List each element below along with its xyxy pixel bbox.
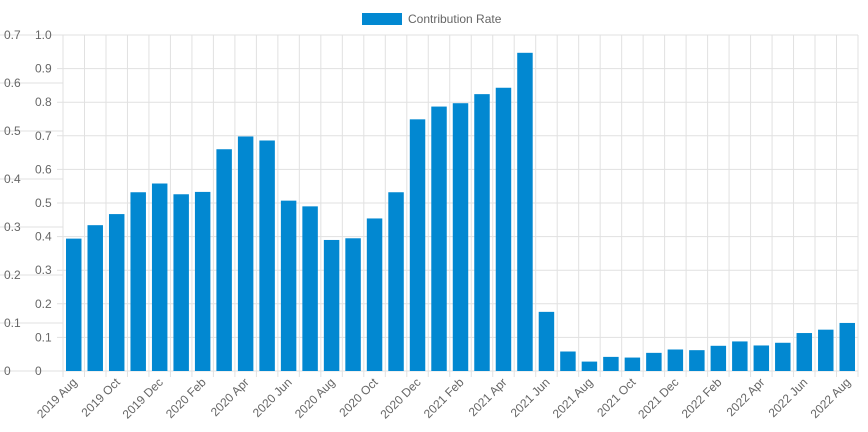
y-left-tick-label: 0.4 [4, 172, 21, 186]
x-tick-label: 2021 Feb [421, 375, 467, 421]
x-tick-label: 2021 Aug [550, 375, 596, 421]
bar[interactable] [624, 357, 641, 371]
y-right-tick-label: 0.3 [35, 263, 52, 277]
bar[interactable] [538, 311, 555, 371]
x-tick-label: 2022 Jun [766, 375, 811, 420]
bar[interactable] [87, 225, 103, 371]
legend-swatch [362, 13, 402, 25]
bar[interactable] [130, 192, 146, 371]
bar[interactable] [323, 239, 340, 371]
y-left-tick-label: 0.3 [4, 220, 21, 234]
x-tick-label: 2020 Aug [292, 375, 338, 421]
bar[interactable] [194, 191, 211, 371]
bar[interactable] [775, 342, 791, 371]
bar[interactable] [388, 192, 404, 371]
x-tick-label: 2020 Dec [377, 375, 423, 421]
bar[interactable] [302, 206, 318, 371]
bar[interactable] [667, 349, 684, 371]
x-tick-label: 2021 Dec [635, 375, 681, 421]
y-axis-right: 0 0.1 0.2 0.3 0.4 0.5 0.6 0.7 0.8 0.9 1.0 [35, 28, 52, 378]
bar[interactable] [216, 149, 232, 371]
bar[interactable] [603, 356, 619, 371]
bar[interactable] [173, 194, 189, 371]
bar[interactable] [732, 341, 748, 371]
bar[interactable] [710, 345, 727, 371]
bar[interactable] [646, 352, 662, 371]
x-tick-label: 2020 Oct [336, 375, 381, 420]
y-left-tick-label: 0 [4, 364, 11, 378]
y-right-tick-label: 0.7 [35, 129, 52, 143]
bar[interactable] [839, 322, 855, 371]
y-right-tick-label: 0.1 [35, 330, 52, 344]
x-tick-label: 2020 Feb [163, 375, 209, 421]
x-tick-label: 2021 Jun [508, 375, 553, 420]
bar[interactable] [280, 200, 297, 371]
x-tick-label: 2022 Feb [679, 375, 725, 421]
x-tick-label: 2021 Apr [466, 375, 510, 419]
bar[interactable] [517, 52, 533, 372]
bar[interactable] [237, 136, 254, 371]
chart-legend[interactable]: Contribution Rate [362, 10, 501, 28]
bar[interactable] [753, 345, 770, 371]
y-axis-left: 0 0.1 0.2 0.3 0.4 0.5 0.6 0.7 [4, 28, 21, 378]
bar[interactable] [796, 333, 813, 371]
bar[interactable] [259, 140, 275, 371]
bar[interactable] [818, 329, 834, 371]
y-right-tick-label: 0.4 [35, 230, 52, 244]
y-left-tick-label: 0.2 [4, 268, 21, 282]
y-right-tick-label: 0.5 [35, 196, 52, 210]
x-tick-label: 2021 Oct [594, 375, 639, 420]
bar[interactable] [689, 350, 705, 371]
bar[interactable] [66, 238, 82, 371]
y-right-tick-label: 0.8 [35, 95, 52, 109]
bar[interactable] [151, 183, 168, 371]
legend-label: Contribution Rate [408, 12, 502, 26]
chart-grid [0, 34, 859, 377]
y-left-tick-label: 0.6 [4, 76, 21, 90]
bar[interactable] [345, 238, 361, 371]
bar[interactable] [431, 106, 447, 372]
y-right-tick-label: 0 [35, 364, 42, 378]
bar[interactable] [581, 361, 598, 371]
y-right-tick-label: 0.9 [35, 62, 52, 76]
bar[interactable] [560, 351, 576, 371]
x-tick-label: 2022 Aug [808, 375, 854, 421]
x-tick-label: 2019 Oct [78, 375, 123, 420]
x-tick-label: 2019 Dec [120, 375, 166, 421]
bar[interactable] [108, 214, 125, 371]
x-tick-label: 2022 Apr [724, 375, 768, 419]
y-left-tick-label: 0.1 [4, 316, 21, 330]
bar[interactable] [452, 103, 469, 371]
x-tick-label: 2020 Jun [250, 375, 295, 420]
bar[interactable] [495, 87, 512, 371]
x-tick-label: 2020 Apr [208, 375, 252, 419]
y-right-tick-label: 0.2 [35, 297, 52, 311]
x-tick-label: 2019 Aug [34, 375, 80, 421]
y-left-tick-label: 0.7 [4, 28, 21, 42]
y-right-tick-label: 0.6 [35, 162, 52, 176]
y-left-tick-label: 0.5 [4, 124, 21, 138]
bar[interactable] [366, 218, 383, 371]
bar[interactable] [409, 119, 426, 371]
bar[interactable] [474, 94, 490, 372]
chart-bars [66, 52, 855, 372]
y-right-tick-label: 1.0 [35, 28, 52, 42]
